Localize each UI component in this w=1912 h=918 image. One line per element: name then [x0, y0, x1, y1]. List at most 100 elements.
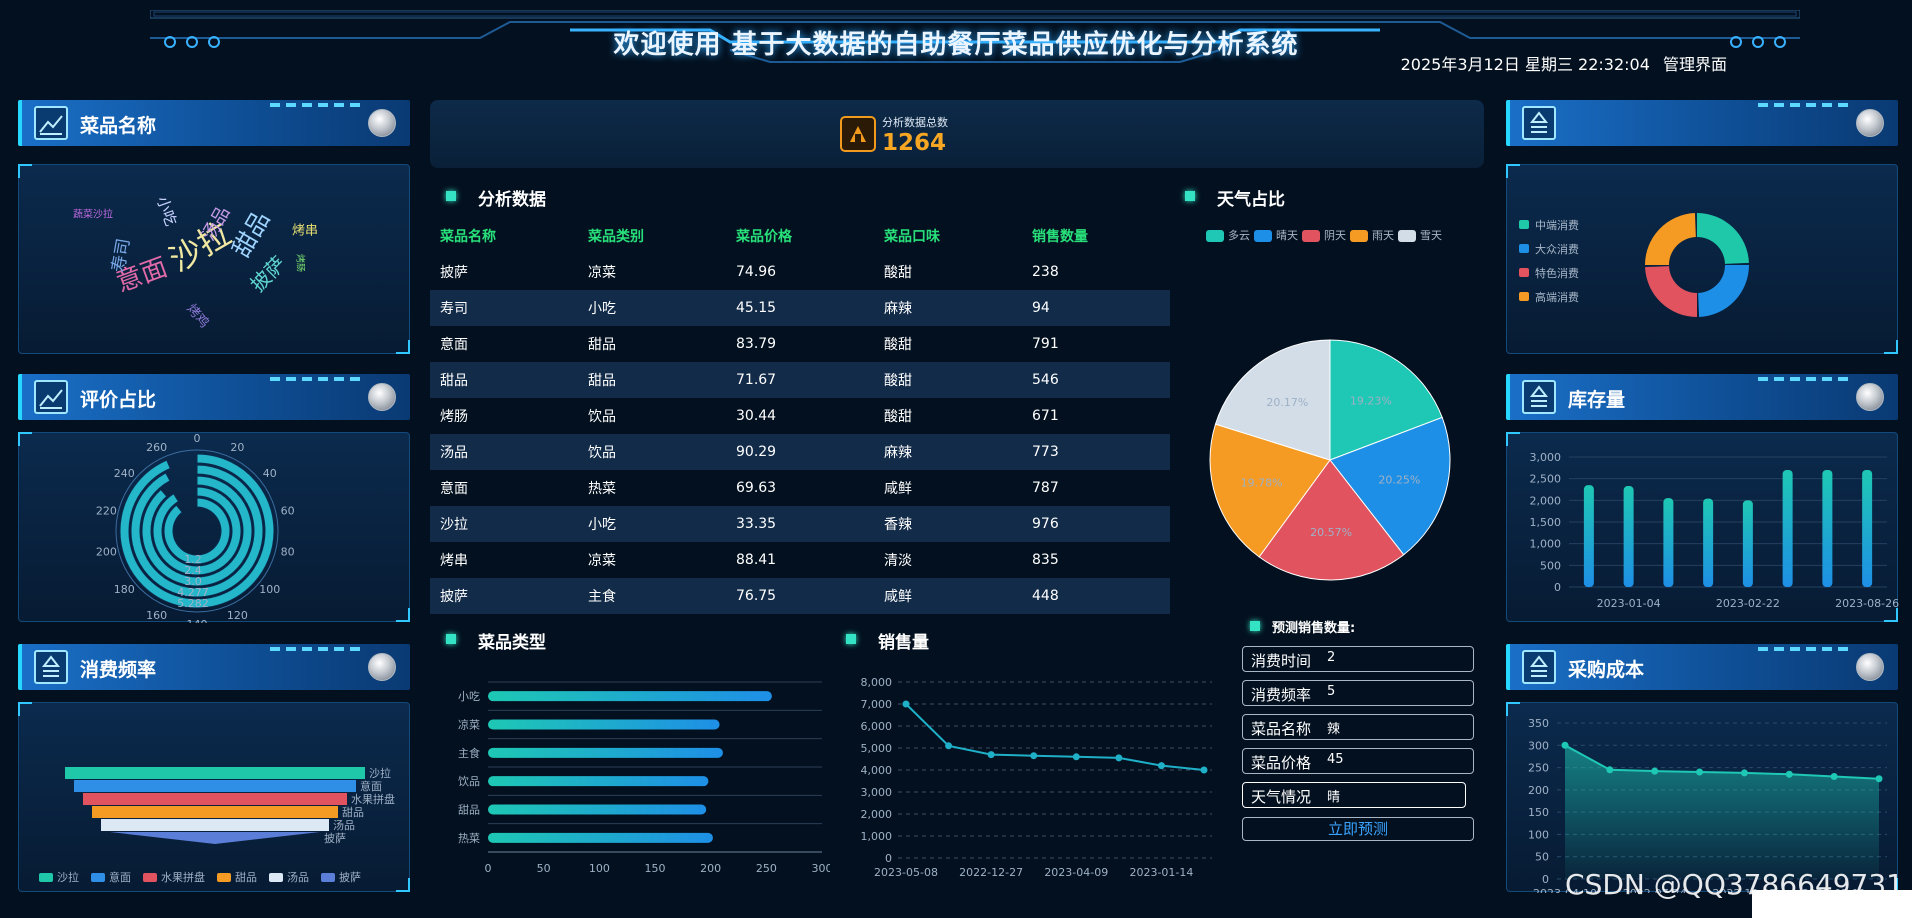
field-value[interactable]: 5: [1327, 684, 1336, 699]
table-cell: 甜品: [578, 362, 726, 398]
table-cell: 咸鲜: [884, 481, 912, 497]
angle-tick-label: 40: [263, 467, 277, 480]
table-row[interactable]: 意面 甜品 83.79 酸甜 791: [430, 326, 1170, 362]
legend-item[interactable]: 特色消费: [1519, 265, 1579, 289]
table-cell: 酸甜: [884, 265, 912, 281]
angle-tick-label: 220: [96, 504, 117, 517]
field-value[interactable]: 晴: [1327, 790, 1341, 805]
legend-item[interactable]: 大众消费: [1519, 241, 1579, 265]
system-tray[interactable]: [1752, 890, 1912, 918]
data-point: [1740, 769, 1748, 777]
category-label: 饮品: [458, 775, 480, 788]
field-value[interactable]: 辣: [1327, 722, 1341, 737]
bar: [1862, 470, 1873, 587]
bar: [1742, 500, 1753, 587]
field-value[interactable]: 45: [1327, 752, 1344, 767]
pie-slice: [1329, 339, 1443, 461]
y-tick-label: 0: [1554, 581, 1561, 594]
bar: [1583, 485, 1594, 587]
word-cloud: 沙拉 意面 甜品 汤品 披萨 寿司 小吃 烤串 烤鸡 蔬菜沙拉 烤肠: [19, 165, 411, 355]
predict-field[interactable]: 消费频率 5: [1242, 680, 1474, 706]
column-header[interactable]: 菜品名称: [440, 229, 496, 245]
table-cell: 麻辣: [874, 290, 1022, 326]
legend-item[interactable]: 中端消费: [1519, 217, 1579, 241]
table-cell: 69.63: [736, 480, 777, 496]
predict-field[interactable]: 菜品价格 45: [1242, 748, 1474, 774]
data-point: [1561, 741, 1569, 749]
word-cloud-word[interactable]: 烤串: [291, 223, 319, 239]
table-row[interactable]: 披萨 主食 76.75 咸鲜 448: [430, 578, 1170, 614]
angle-tick-label: 140: [187, 618, 208, 623]
datetime-bar: 2025年3月12日 星期三 22:32:04 管理界面: [1401, 51, 1727, 75]
category-label: 甜品: [458, 804, 480, 817]
panel-header-stock: 库存量: [1506, 374, 1898, 420]
legend-swatch: [269, 873, 283, 882]
table-cell: 清淡: [884, 553, 912, 569]
legend-label: 阴天: [1324, 229, 1346, 242]
word-cloud-word[interactable]: 烤鸡: [183, 301, 212, 332]
word-cloud-word[interactable]: 烤肠: [294, 253, 305, 273]
y-tick-label: 1,500: [1530, 516, 1562, 529]
legend-item[interactable]: 多云: [1206, 227, 1250, 243]
category-title: 菜品类型: [478, 633, 546, 653]
document-icon: [1522, 380, 1556, 414]
table-cell: 咸鲜: [874, 578, 1022, 614]
pie-slice: [1329, 416, 1451, 556]
funnel-segment: [83, 793, 347, 805]
table-row[interactable]: 意面 热菜 69.63 咸鲜 787: [430, 470, 1170, 506]
admin-mode-label[interactable]: 管理界面: [1662, 55, 1727, 74]
column-header[interactable]: 菜品价格: [736, 229, 792, 245]
table-cell: 83.79: [736, 336, 777, 352]
datetime: 2025年3月12日 星期三 22:32:04: [1400, 55, 1650, 74]
table-cell: 主食: [578, 578, 726, 614]
word-cloud-word[interactable]: 蔬菜沙拉: [73, 209, 113, 221]
settings-knob-icon[interactable]: [368, 383, 396, 411]
settings-knob-icon[interactable]: [1856, 653, 1884, 681]
table-cell: 74.96: [736, 264, 777, 280]
table-cell: 烤肠: [440, 409, 468, 425]
legend-label: 甜品: [235, 871, 257, 884]
predict-button[interactable]: 立即预测: [1242, 817, 1474, 841]
predict-field[interactable]: 消费时间 2: [1242, 646, 1474, 672]
column-header[interactable]: 销售数量: [1032, 229, 1088, 245]
bar: [488, 776, 709, 787]
table-row[interactable]: 烤串 凉菜 88.41 清淡 835: [430, 542, 1170, 578]
data-point: [1696, 768, 1704, 776]
legend-item[interactable]: 雨天: [1350, 227, 1394, 243]
field-label: 消费频率: [1251, 686, 1312, 704]
legend-item[interactable]: 阴天: [1302, 227, 1346, 243]
sales-title: 销售量: [878, 633, 929, 653]
table-row[interactable]: 沙拉 小吃 33.35 香辣 976: [430, 506, 1170, 542]
settings-knob-icon[interactable]: [368, 109, 396, 137]
table-row[interactable]: 汤品 饮品 90.29 麻辣 773: [430, 434, 1170, 470]
table-row[interactable]: 甜品 甜品 71.67 酸甜 546: [430, 362, 1170, 398]
table-row[interactable]: 披萨 凉菜 74.96 酸甜 238: [430, 254, 1170, 290]
legend-label: 雪天: [1420, 229, 1442, 242]
weather-pie-chart: 19.23% 20.25% 20.57% 19.78% 20.17%: [1209, 339, 1451, 581]
settings-knob-icon[interactable]: [1856, 383, 1884, 411]
field-value[interactable]: 2: [1327, 650, 1336, 665]
funnel-label: 汤品: [333, 818, 355, 832]
header-stripes: [1758, 103, 1848, 107]
column-header[interactable]: 菜品类别: [588, 229, 644, 245]
rating-ring: [163, 497, 231, 565]
settings-knob-icon[interactable]: [368, 653, 396, 681]
data-point: [1875, 775, 1883, 783]
table-cell: 71.67: [726, 362, 874, 398]
x-tick-label: 150: [645, 862, 666, 875]
predict-field[interactable]: 菜品名称辣: [1242, 714, 1474, 740]
settings-knob-icon[interactable]: [1856, 109, 1884, 137]
x-tick-label: 50: [537, 862, 551, 875]
pie-data-label: 20.25%: [1378, 473, 1420, 486]
column-header[interactable]: 菜品口味: [884, 229, 940, 245]
predict-field[interactable]: 天气情况晴: [1242, 782, 1466, 808]
word-cloud-word[interactable]: 小吃: [152, 193, 181, 229]
angle-tick-label: 160: [146, 609, 167, 622]
legend-swatch: [1206, 230, 1224, 242]
legend-item[interactable]: 雪天: [1398, 227, 1442, 243]
table-row[interactable]: 烤肠 饮品 30.44 酸甜 671: [430, 398, 1170, 434]
y-tick-label: 250: [1528, 762, 1549, 775]
legend-item[interactable]: 高端消费: [1519, 289, 1579, 313]
table-row[interactable]: 寿司 小吃 45.15 麻辣 94: [430, 290, 1170, 326]
legend-item[interactable]: 晴天: [1254, 227, 1298, 243]
